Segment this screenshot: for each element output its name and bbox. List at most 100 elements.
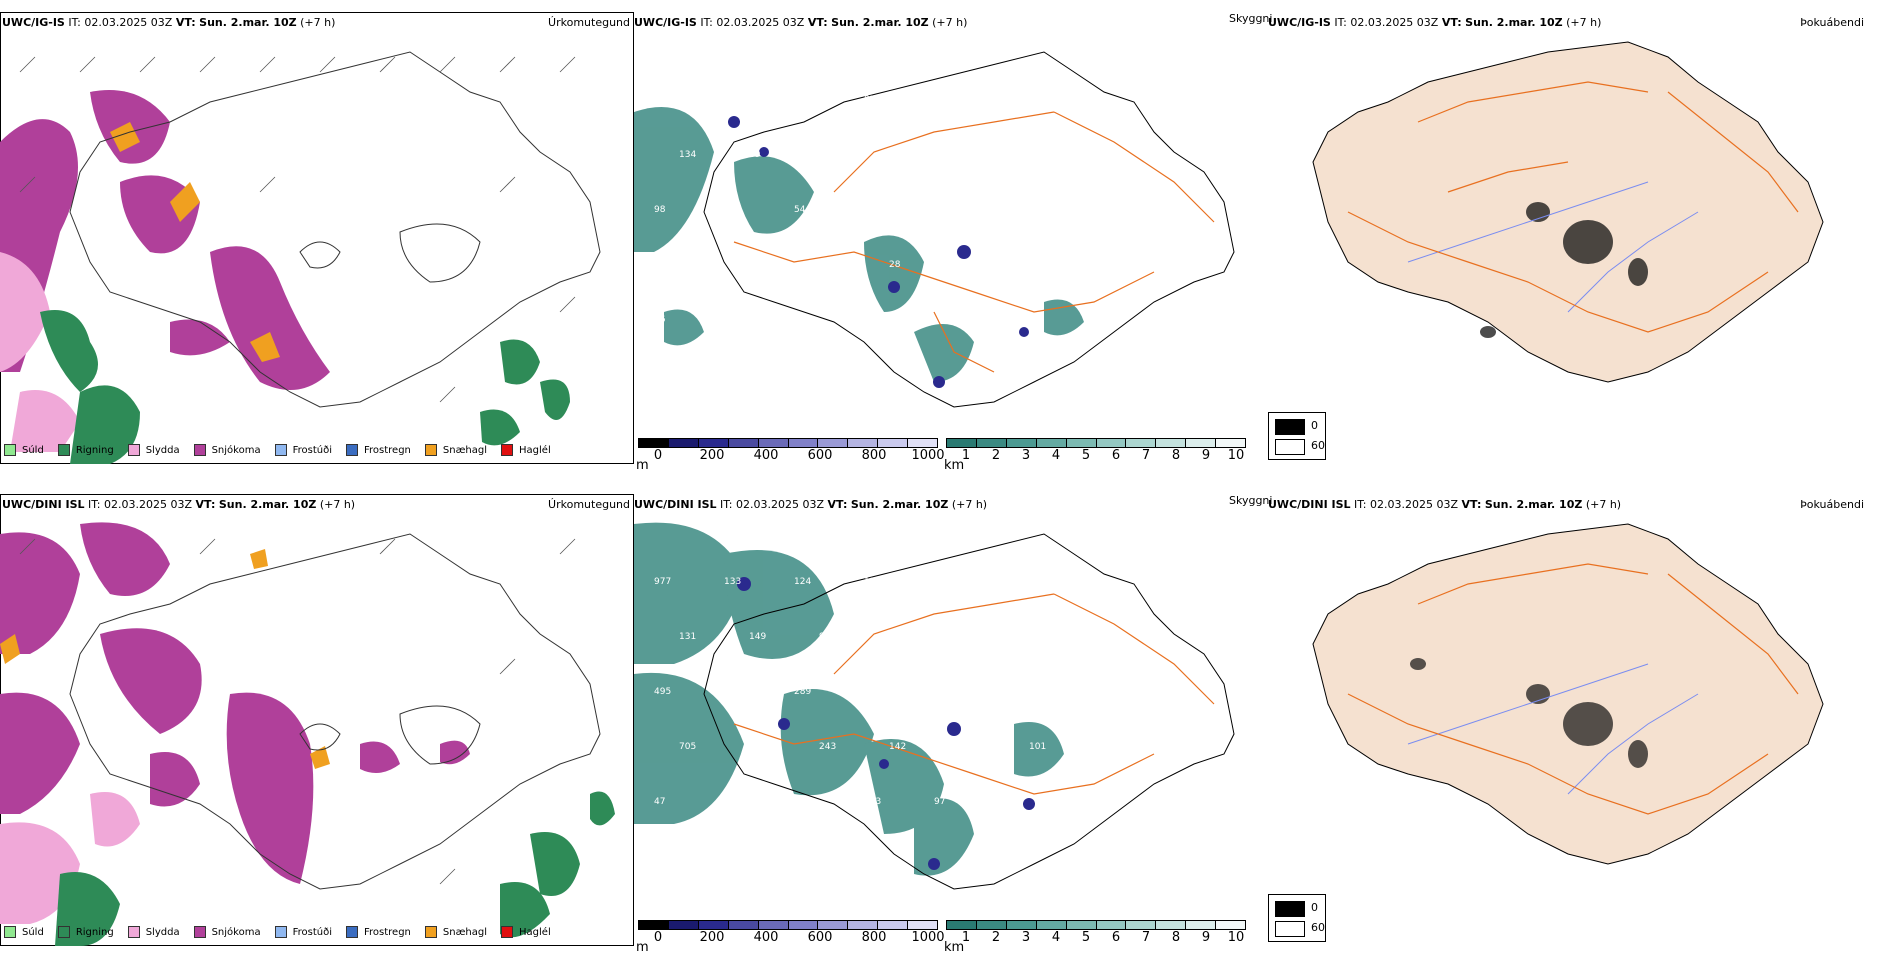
scale-tick-label: 9: [1201, 930, 1211, 945]
scale-tick-label: 2: [991, 930, 1001, 945]
fog-legend: 0 60: [1268, 412, 1326, 460]
panel-header: UWC/DINI ISL IT: 02.03.2025 03Z VT: Sun.…: [2, 498, 355, 514]
visibility-value-label: 977: [654, 577, 671, 587]
panel-title-fog: Þokuábendi: [1800, 16, 1864, 29]
visibility-value-label: 135: [1004, 577, 1021, 587]
legend-item-5: Frostregn: [346, 926, 411, 938]
scale-cell-2: [1006, 439, 1037, 447]
scale-cell-5: [1096, 921, 1127, 929]
visibility-value-label: 568: [724, 205, 741, 215]
legend-swatch: [57, 926, 70, 938]
it-label: IT:: [1354, 498, 1367, 511]
legend-label: Haglél: [519, 926, 551, 938]
visibility-value-label: 444: [934, 205, 951, 215]
scale-tick-label: 600: [807, 448, 833, 463]
offset: (+7 h): [300, 16, 336, 29]
model-name: UWC/DINI ISL: [634, 498, 717, 511]
offset: (+7 h): [1566, 16, 1602, 29]
scale-tick-label: 4: [1051, 448, 1061, 463]
visibility-low: [728, 116, 1029, 388]
visibility-value-label: 5: [934, 95, 940, 105]
visibility-fields: [634, 522, 1064, 876]
visibility-value-label: 36: [654, 315, 666, 325]
legend-item-1: Rigning: [57, 926, 114, 938]
visibility-panel-row1: UWC/IG-IS IT: 02.03.2025 03Z VT: Sun. 2.…: [634, 12, 1272, 473]
legend-label: Snjókoma: [211, 926, 261, 938]
fog-map: [1312, 523, 1824, 865]
visibility-value-label: 62: [959, 260, 970, 270]
visibility-value-label: 142: [889, 742, 906, 752]
visibility-value-label: 96: [1029, 260, 1041, 270]
legend-item-7: Haglél: [501, 444, 551, 456]
rivers: [1407, 663, 1699, 795]
legend-label: Rigning: [75, 926, 114, 938]
panel-title-fog: Þokuábendi: [1800, 498, 1864, 511]
visibility-map: 948 970 754 877 5 422 134 69 65 56 232 305 98 568 54 19…: [634, 51, 1235, 408]
fog-legend-low-label: 0: [1311, 901, 1318, 914]
scale-labels: km 1 2 3 4 5 6 7 8 9 10: [944, 448, 1246, 473]
visibility-value-label: 422: [1004, 95, 1021, 105]
visibility-value-label: 961: [934, 577, 951, 587]
visibility-value-label: 232: [959, 150, 976, 160]
legend-swatch: [501, 926, 514, 938]
fog-legend: 0 60: [1268, 894, 1326, 942]
legend-item-2: Slydda: [127, 444, 180, 456]
visibility-value-label: 941: [819, 632, 836, 642]
legend-label: Snæhagl: [442, 444, 488, 456]
scale-tick-label: 5: [1081, 448, 1091, 463]
visibility-value-label: 183: [864, 797, 881, 807]
visibility-value-label: 754: [794, 95, 811, 105]
legend-swatch: [127, 926, 140, 938]
it-value: 02.03.2025 03Z: [716, 16, 805, 29]
scale-cell-5: [788, 439, 819, 447]
panel-header: UWC/IG-IS IT: 02.03.2025 03Z VT: Sun. 2.…: [1268, 16, 1601, 32]
legend-item-7: Haglél: [501, 926, 551, 938]
vt-value: Sun. 2.mar. 10Z: [199, 16, 297, 29]
scale-tick-label: 200: [699, 930, 725, 945]
visibility-value-label: 31: [724, 797, 735, 807]
legend-label: Frostregn: [364, 444, 411, 456]
legend-item-2: Slydda: [127, 926, 180, 938]
legend-item-0: Súld: [4, 444, 44, 456]
visibility-value-label: 131: [679, 632, 696, 642]
scale-cell-7: [1156, 921, 1187, 929]
scale-cell-8: [1186, 921, 1217, 929]
legend-item-0: Súld: [4, 926, 44, 938]
iceland-coast: [69, 51, 601, 408]
legend-label: Súld: [22, 926, 44, 938]
visibility-value-label: 65: [819, 150, 830, 160]
scale-tick-label: 400: [753, 448, 779, 463]
vt-value: Sun. 2.mar. 10Z: [1484, 498, 1583, 511]
visibility-value-label: 54: [794, 205, 806, 215]
scale-cell-1: [668, 921, 699, 929]
visibility-value-label: 705: [679, 742, 696, 752]
visibility-value-label: 161: [959, 632, 976, 642]
scale-cell-1: [976, 439, 1007, 447]
legend-label: Slydda: [145, 926, 180, 938]
wind-barbs: [19, 538, 576, 885]
scale-tick-label: 3: [1021, 448, 1031, 463]
scale-unit: m: [636, 940, 649, 955]
scale-cell-6: [1126, 439, 1157, 447]
scale-cell-9: [908, 921, 938, 929]
legend-label: Rigning: [75, 444, 114, 456]
scale-cell-3: [1036, 439, 1067, 447]
visibility-low: [737, 577, 1035, 870]
legend-label: Snjókoma: [211, 444, 261, 456]
iceland-coast: [703, 51, 1235, 408]
visibility-value-label: 39: [679, 260, 691, 270]
scale-tick-label: 200: [699, 448, 725, 463]
scale-tick-label: 7: [1141, 930, 1151, 945]
precip-fields: [0, 90, 570, 464]
precip-panel-row1: UWC/IG-IS IT: 02.03.2025 03Z VT: Sun. 2.…: [0, 12, 634, 464]
panel-header: UWC/IG-IS IT: 02.03.2025 03Z VT: Sun. 2.…: [634, 16, 967, 32]
wind-barbs: [19, 56, 576, 403]
vis-scale-km: km 1 2 3 4 5 6 7 8 9 10: [944, 438, 1246, 473]
it-label: IT:: [68, 16, 81, 29]
visibility-value-label: 926: [889, 632, 906, 642]
visibility-value-label: 81: [724, 315, 735, 325]
iceland-land: [1312, 523, 1824, 865]
visibility-value-label: 47: [654, 797, 665, 807]
scale-tick-label: 1000: [911, 930, 945, 945]
precip-map: [0, 51, 601, 464]
